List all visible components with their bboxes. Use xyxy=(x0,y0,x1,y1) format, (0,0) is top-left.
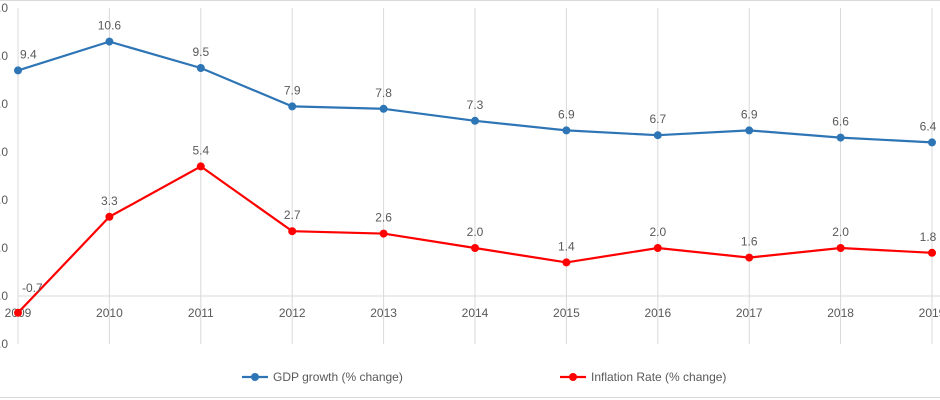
data-label: 2.0 xyxy=(649,225,666,239)
data-point xyxy=(471,244,479,252)
x-tick-label: 2013 xyxy=(370,306,397,320)
data-label: 6.7 xyxy=(649,112,666,126)
y-axis-ticks: -2.0 0.0 2.0 4.0 6.0 8.0 10.0 12.0 xyxy=(0,1,8,351)
y-tick-label: 6.0 xyxy=(0,145,8,159)
grid xyxy=(17,8,940,344)
data-point xyxy=(288,102,297,111)
data-label: 2.0 xyxy=(467,225,484,239)
y-tick-label: 2.0 xyxy=(0,241,8,255)
data-point xyxy=(105,212,114,221)
x-tick-label: 2012 xyxy=(279,306,306,320)
x-tick-label: 2015 xyxy=(553,306,580,320)
data-label: 1.6 xyxy=(741,235,758,249)
data-point xyxy=(196,64,205,72)
x-tick-label: 2018 xyxy=(827,306,854,320)
data-point xyxy=(653,244,662,252)
x-tick-label: 2011 xyxy=(188,306,214,320)
data-point xyxy=(745,126,754,135)
data-label: 2.0 xyxy=(832,225,849,239)
y-tick-label: -2.0 xyxy=(0,337,8,351)
x-tick-label: 2014 xyxy=(462,306,489,320)
data-point xyxy=(745,253,754,262)
legend-label: Inflation Rate (% change) xyxy=(591,370,726,384)
legend-marker xyxy=(251,373,259,381)
data-label: -0.7 xyxy=(22,281,43,295)
x-tick-label: 2017 xyxy=(736,306,763,320)
data-point xyxy=(196,162,205,171)
legend-marker xyxy=(569,373,577,381)
data-point xyxy=(288,227,297,236)
data-point xyxy=(562,258,571,267)
data-label: 6.9 xyxy=(741,107,758,121)
y-tick-label: 0.0 xyxy=(0,289,8,303)
data-point xyxy=(14,66,22,75)
data-point xyxy=(928,138,936,147)
data-point xyxy=(105,37,114,46)
data-label: 10.6 xyxy=(98,19,122,33)
y-tick-label: 12.0 xyxy=(0,1,8,15)
data-label: 7.8 xyxy=(375,86,392,100)
data-point xyxy=(379,104,388,113)
data-label: 1.8 xyxy=(920,230,937,244)
data-point xyxy=(928,248,936,257)
data-label: 9.5 xyxy=(192,45,209,59)
data-label: 2.6 xyxy=(375,211,392,225)
data-point xyxy=(836,133,845,142)
x-axis-ticks: 2009201020112012201320142015201620172018… xyxy=(5,306,940,320)
series-group: 9.4 10.6 9.5 7.9 7.8 7.3 6.9 6.7 6.9 6.6 6.4 -0.7 3.… xyxy=(14,19,937,317)
legend-label: GDP growth (% change) xyxy=(273,370,403,384)
y-tick-label: 4.0 xyxy=(0,193,8,207)
x-tick-label: 2016 xyxy=(644,306,671,320)
y-tick-label: 10.0 xyxy=(0,49,8,63)
x-tick-label: 2010 xyxy=(96,306,123,320)
legend: GDP growth (% change) Inflation Rate (% c… xyxy=(242,370,726,384)
data-label: 6.6 xyxy=(832,115,849,129)
data-label: 5.4 xyxy=(192,143,209,157)
data-point xyxy=(836,244,845,252)
data-label: 6.9 xyxy=(558,107,575,121)
data-point xyxy=(379,229,388,238)
data-label: 2.7 xyxy=(284,208,301,222)
data-label: 1.4 xyxy=(558,239,575,253)
data-label: 7.9 xyxy=(284,83,301,97)
data-point xyxy=(14,308,22,317)
data-label: 9.4 xyxy=(20,47,37,61)
y-tick-label: 8.0 xyxy=(0,97,8,111)
data-label: 6.4 xyxy=(920,119,937,133)
data-point xyxy=(653,131,662,140)
data-point xyxy=(471,116,479,125)
data-label: 3.3 xyxy=(101,194,118,208)
data-label: 7.3 xyxy=(467,98,484,112)
data-point xyxy=(562,126,571,135)
